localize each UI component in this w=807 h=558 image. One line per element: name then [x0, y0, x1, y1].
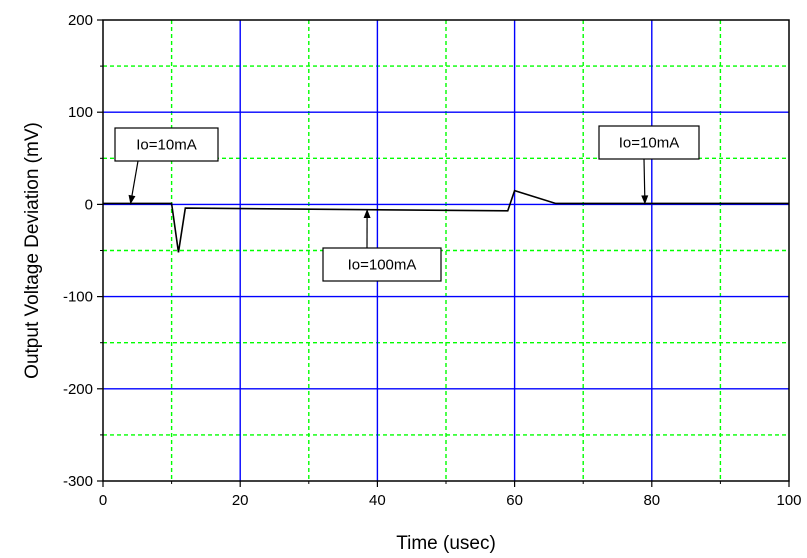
annotation-arrowhead [128, 194, 136, 205]
x-tick-label: 20 [232, 492, 249, 509]
series-line [103, 189, 789, 253]
annotation-box [598, 125, 700, 160]
series-layer [103, 189, 789, 253]
x-tick-label: 80 [643, 492, 660, 509]
x-tick-label: 60 [506, 492, 523, 509]
annotation-arrowhead [641, 195, 649, 205]
y-tick-label: -200 [63, 381, 93, 398]
grid [103, 20, 789, 481]
x-tick-label: 100 [776, 492, 801, 509]
annotation-box [322, 247, 442, 282]
x-tick-label: 0 [99, 492, 107, 509]
annotation-box [114, 127, 219, 162]
y-tick-label: 100 [68, 104, 93, 121]
y-tick-label: 0 [85, 196, 93, 213]
x-axis-label: Time (usec) [396, 533, 496, 554]
annotations: Io=10mA Io=100mA Io=10mA [114, 125, 700, 282]
x-tick-label: 40 [369, 492, 386, 509]
ticks: 0 20 40 60 80 100 200 100 0 -100 -200 -300 [63, 12, 802, 509]
y-tick-label: 200 [68, 12, 93, 29]
y-axis-label: Output Voltage Deviation (mV) [22, 122, 43, 379]
annotation-arrowhead [363, 209, 371, 219]
y-tick-label: -100 [63, 289, 93, 306]
y-tick-label: -300 [63, 473, 93, 490]
annotation-label: Io=100mA [348, 257, 417, 274]
annotation-label: Io=10mA [619, 135, 679, 152]
annotation-label: Io=10mA [136, 137, 196, 154]
